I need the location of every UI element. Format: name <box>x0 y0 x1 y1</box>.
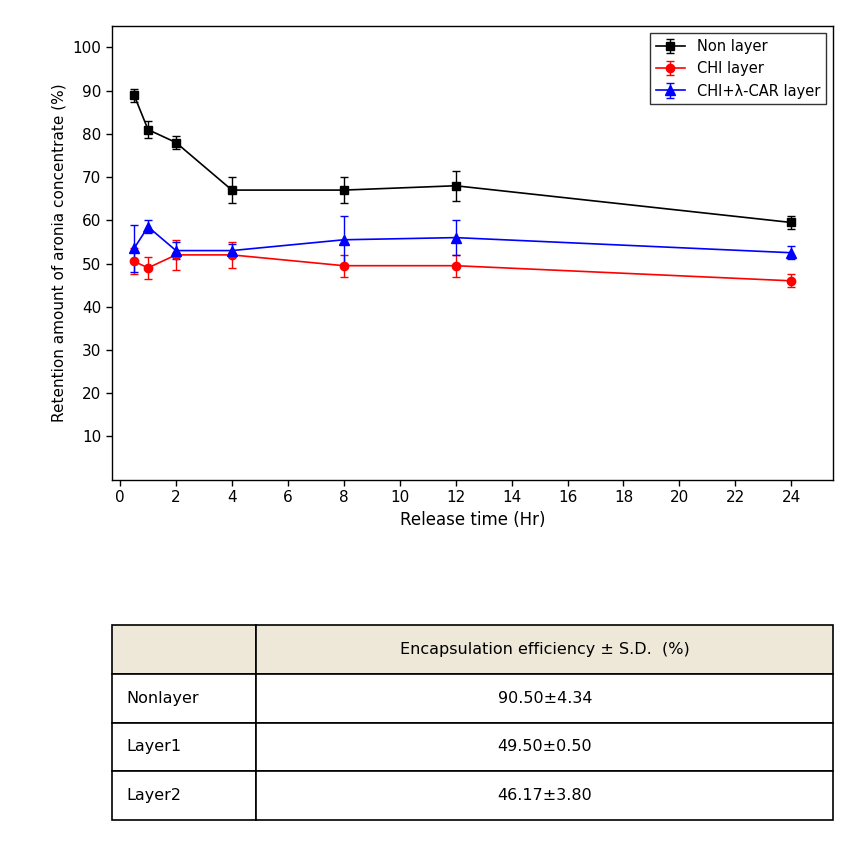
Legend: Non layer, CHI layer, CHI+λ-CAR layer: Non layer, CHI layer, CHI+λ-CAR layer <box>650 33 826 104</box>
X-axis label: Release time (Hr): Release time (Hr) <box>399 511 545 528</box>
Y-axis label: Retention amount of aronia concentrate (%): Retention amount of aronia concentrate (… <box>52 84 67 422</box>
